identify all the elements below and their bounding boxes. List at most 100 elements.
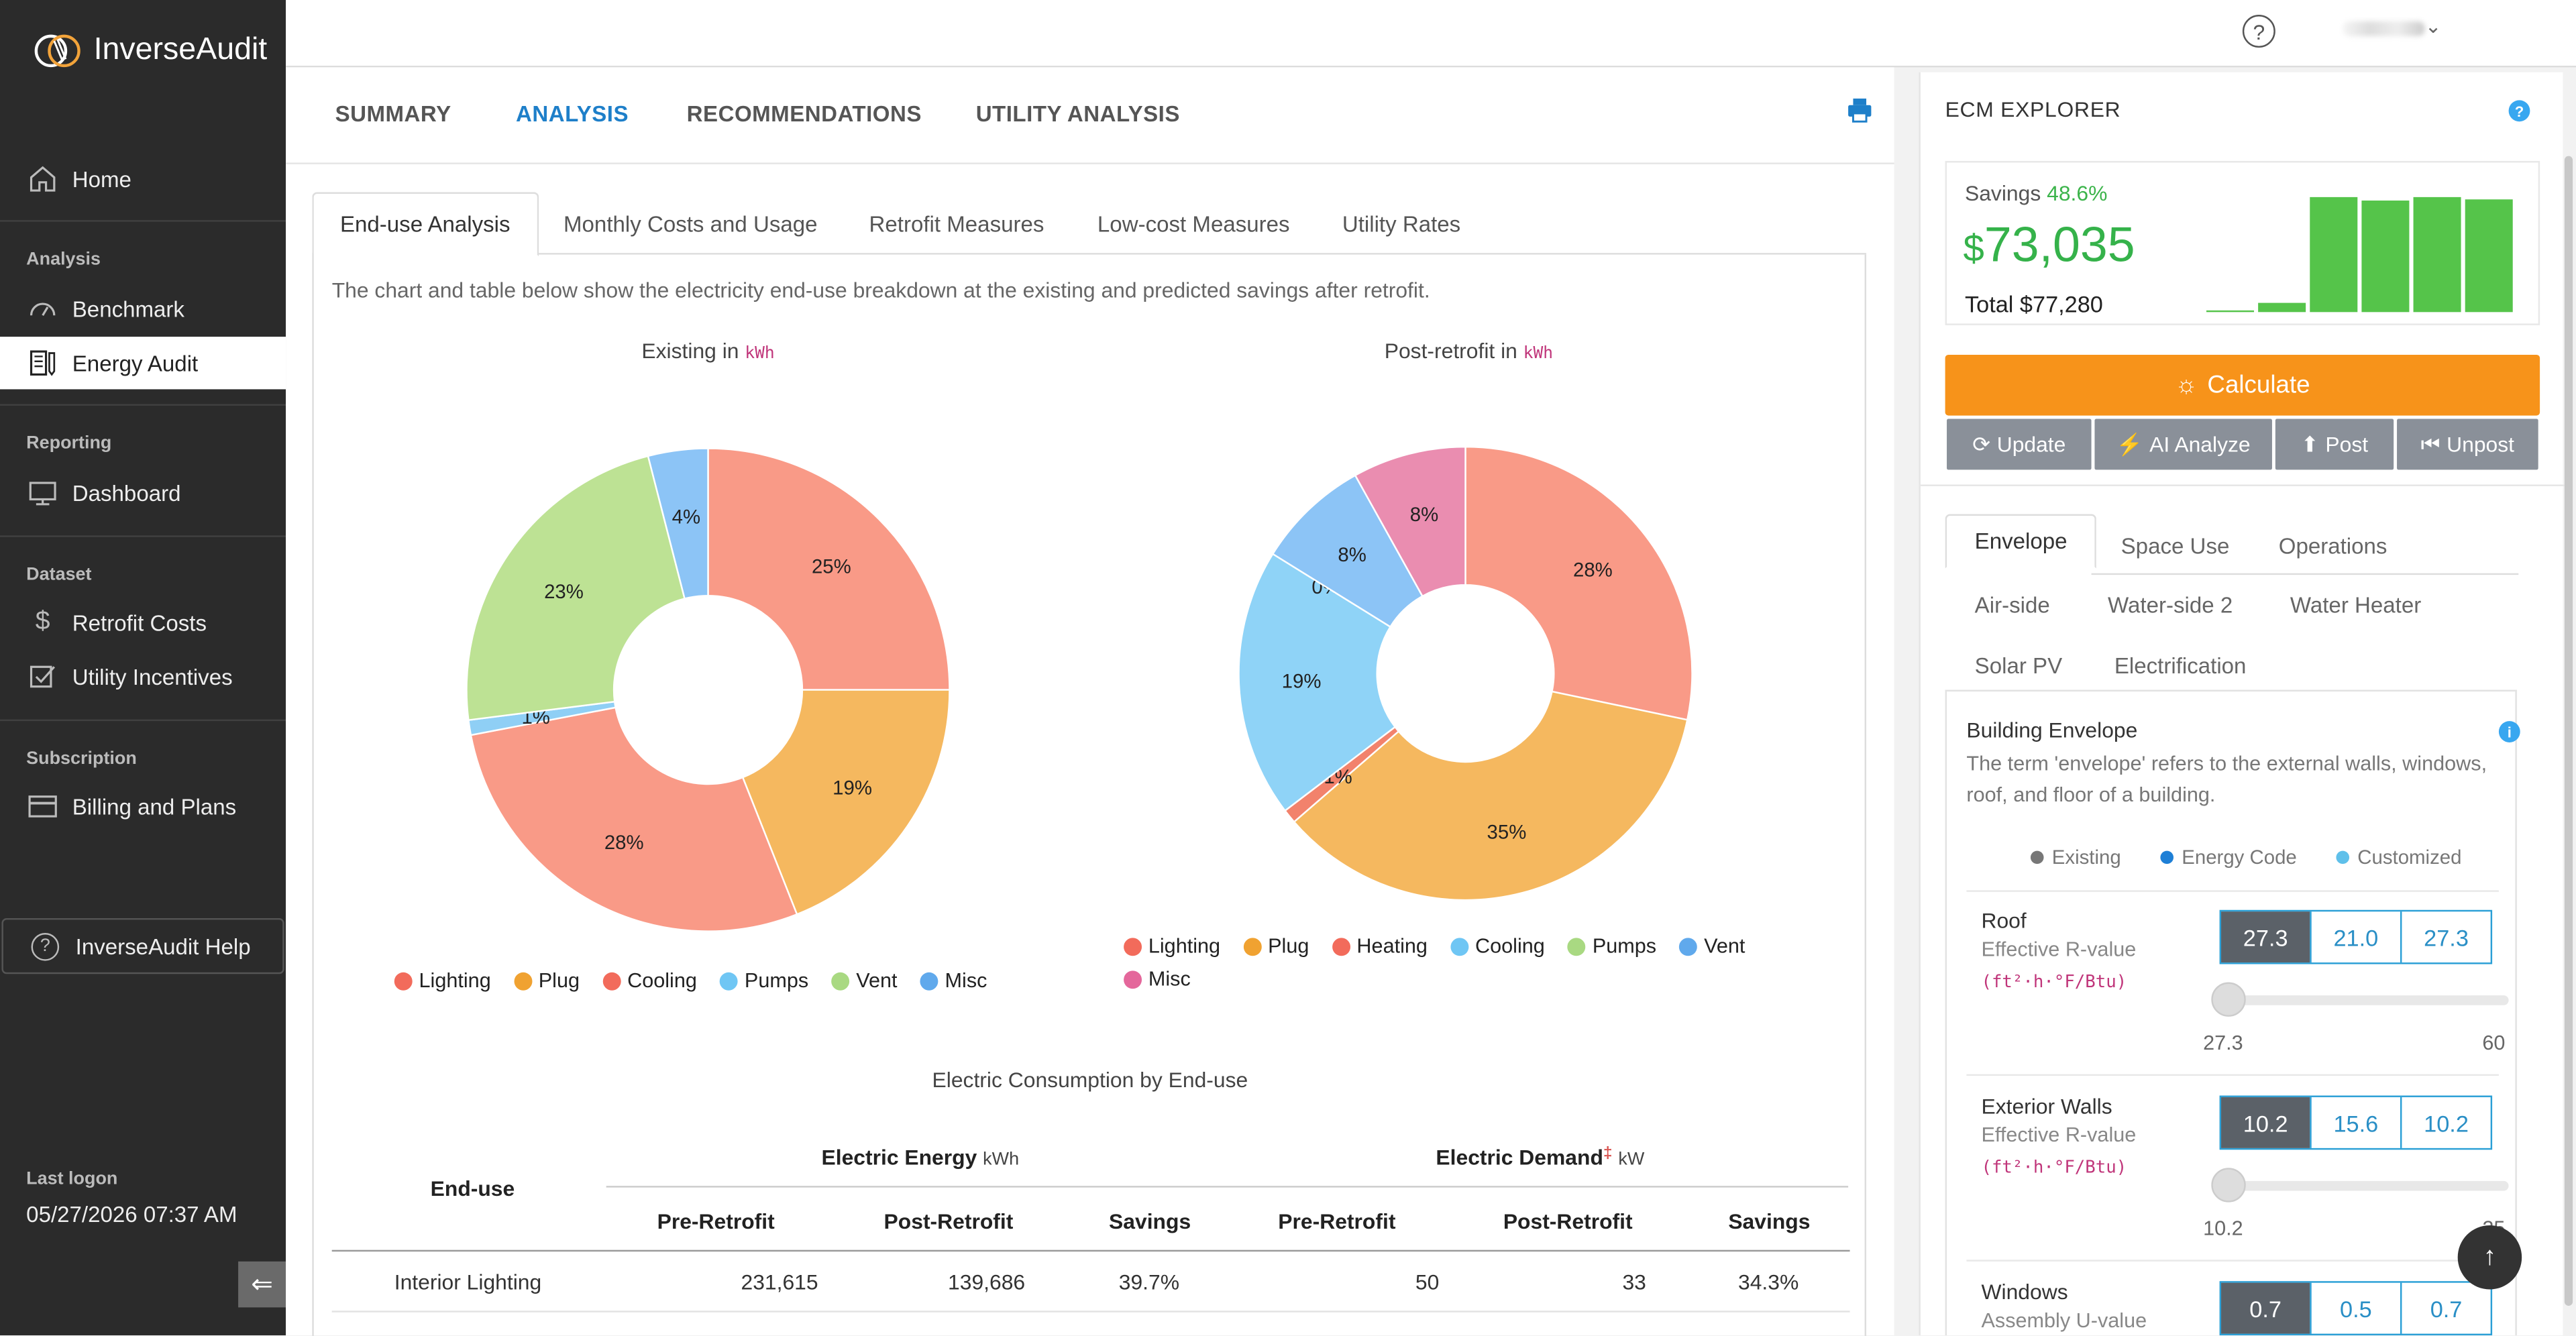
roof-slider-knob[interactable] <box>2211 982 2246 1017</box>
topbar: ? ⌄ <box>286 0 2576 68</box>
savings-label-text: Savings <box>1964 180 2041 206</box>
legend-item-plug[interactable]: Plug <box>514 969 580 992</box>
tab-analysis[interactable]: ANALYSIS <box>515 101 629 127</box>
print-icon[interactable] <box>1847 97 1873 131</box>
ecm-tab-water-side-2[interactable]: Water-side 2 <box>2108 593 2233 618</box>
pie-slice-vent[interactable] <box>1271 474 1424 628</box>
roof-value-selector[interactable]: 27.3 21.0 27.3 <box>2219 909 2493 964</box>
legend-label: Vent <box>1704 934 1746 958</box>
legend-item-cooling[interactable]: Cooling <box>602 969 697 992</box>
roof-customized-value[interactable]: 27.3 <box>2400 911 2491 963</box>
legend-dot <box>514 971 532 990</box>
exterior-walls-slider-knob[interactable] <box>2211 1168 2246 1203</box>
help-button[interactable]: ? InverseAudit Help <box>1 917 284 975</box>
nav-retrofit-costs[interactable]: $ Retrofit Costs <box>0 598 286 647</box>
pie-slice-plug[interactable] <box>741 689 951 915</box>
chart-title-existing: Existing in kWh <box>544 338 873 363</box>
legend-dot <box>1243 937 1262 956</box>
tab-recommendations[interactable]: RECOMMENDATIONS <box>686 101 922 127</box>
ecm-explorer-panel: ECM EXPLORER ? Savings 48.6% $73,035 Tot… <box>1919 72 2565 1336</box>
question-circle-icon[interactable]: ? <box>2242 15 2275 48</box>
windows-label: Windows <box>1981 1279 2068 1304</box>
nav-utility-incentives[interactable]: Utility Incentives <box>0 652 286 701</box>
subtab-end-use-analysis[interactable]: End-use Analysis <box>312 192 539 257</box>
legend-item-plug[interactable]: Plug <box>1243 934 1309 958</box>
ai-analyze-button[interactable]: ⚡ AI Analyze <box>2094 419 2272 470</box>
pie-data-label: 28% <box>1573 559 1613 581</box>
subtab-utility-rates[interactable]: Utility Rates <box>1342 211 1461 236</box>
user-name-blurred[interactable] <box>2343 21 2425 36</box>
walls-customized-value[interactable]: 10.2 <box>2400 1097 2491 1148</box>
subtab-retrofit-measures[interactable]: Retrofit Measures <box>869 211 1044 236</box>
update-button[interactable]: ⟳ Update <box>1947 419 2092 470</box>
subtab-monthly-costs[interactable]: Monthly Costs and Usage <box>564 211 818 236</box>
th-pre-retrofit-energy: Pre-Retrofit <box>657 1209 775 1234</box>
nav-dashboard[interactable]: Dashboard <box>0 468 286 517</box>
legend-dot <box>602 971 621 990</box>
roof-energy-code-value[interactable]: 21.0 <box>2310 911 2400 963</box>
pie-slice-plug[interactable] <box>1293 690 1688 901</box>
subtab-low-cost-measures[interactable]: Low-cost Measures <box>1097 211 1290 236</box>
pie-slice-cooling[interactable] <box>1238 553 1397 812</box>
pie-slice-misc[interactable] <box>647 447 709 600</box>
envelope-description: The term 'envelope' refers to the extern… <box>1966 752 2487 807</box>
ecm-tab-electrification[interactable]: Electrification <box>2114 653 2247 679</box>
ecm-tab-solar-pv[interactable]: Solar PV <box>1974 653 2063 679</box>
post-button[interactable]: ⬆ Post <box>2275 419 2394 470</box>
header-bottom-border <box>331 1249 1850 1252</box>
legend-item-vent[interactable]: Vent <box>831 969 898 992</box>
roof-existing-value[interactable]: 27.3 <box>2221 911 2310 963</box>
lightning-icon: ⚡ <box>2116 431 2143 456</box>
sidebar-divider <box>0 220 286 222</box>
info-icon[interactable]: i <box>2498 721 2520 742</box>
legend-item-pumps[interactable]: Pumps <box>1568 934 1656 958</box>
nav-energy-audit[interactable]: Energy Audit <box>0 337 286 390</box>
last-logon-value: 05/27/2026 07:37 AM <box>26 1202 237 1227</box>
collapse-sidebar-button[interactable]: ⇐ <box>238 1261 286 1308</box>
help-info-icon[interactable]: ? <box>2508 100 2530 122</box>
chevron-down-icon[interactable]: ⌄ <box>2424 15 2442 38</box>
legend-item-vent[interactable]: Vent <box>1679 934 1746 958</box>
nav-billing-and-plans[interactable]: Billing and Plans <box>0 782 286 831</box>
windows-existing-value[interactable]: 0.7 <box>2221 1282 2310 1334</box>
pie-slice-lighting[interactable] <box>707 447 951 691</box>
pie-slice-lighting[interactable] <box>1464 445 1693 721</box>
windows-customized-value[interactable]: 0.7 <box>2400 1282 2491 1334</box>
legend-item-lighting[interactable]: Lighting <box>394 969 491 992</box>
legend-item-heating[interactable]: Heating <box>1332 934 1428 958</box>
ecm-tab-envelope[interactable]: Envelope <box>1945 514 2097 569</box>
ecm-tab-space-use[interactable]: Space Use <box>2121 533 2230 559</box>
tab-summary[interactable]: SUMMARY <box>335 101 451 127</box>
app-logo[interactable]: InverseAudit <box>34 30 267 72</box>
ecm-tab-water-heater[interactable]: Water Heater <box>2290 593 2422 618</box>
exterior-walls-value-selector[interactable]: 10.2 15.6 10.2 <box>2219 1095 2493 1150</box>
ecm-tab-operations[interactable]: Operations <box>2278 533 2387 559</box>
roof-slider-max: 60 <box>2482 1031 2506 1055</box>
walls-energy-code-value[interactable]: 15.6 <box>2310 1097 2400 1148</box>
pie-slice-vent[interactable] <box>466 455 686 722</box>
windows-energy-code-value[interactable]: 0.5 <box>2310 1282 2400 1334</box>
legend-dot <box>1124 937 1142 956</box>
exterior-walls-slider[interactable] <box>2226 1180 2509 1191</box>
roof-slider[interactable] <box>2226 995 2509 1005</box>
panel-scrollbar[interactable] <box>2564 156 2573 1306</box>
windows-value-selector[interactable]: 0.7 0.5 0.7 <box>2219 1281 2493 1336</box>
legend-label: Pumps <box>744 968 809 993</box>
nav-home[interactable]: Home <box>0 154 286 203</box>
legend-item-misc[interactable]: Misc <box>920 969 987 992</box>
roof-unit: (ft²·h·°F/Btu) <box>1981 972 2127 993</box>
tab-utility-analysis[interactable]: UTILITY ANALYSIS <box>975 101 1180 127</box>
legend-item-cooling[interactable]: Cooling <box>1450 934 1545 958</box>
nav-benchmark[interactable]: Benchmark <box>0 284 286 333</box>
scroll-to-top-button[interactable]: ↑ <box>2457 1225 2522 1290</box>
legend-item-pumps[interactable]: Pumps <box>720 969 808 992</box>
pie-slice-misc[interactable] <box>1354 445 1466 598</box>
unpost-button[interactable]: ⏮ Unpost <box>2397 419 2538 470</box>
calculate-button[interactable]: ☼ Calculate <box>1945 354 2540 416</box>
pie-slice-cooling[interactable] <box>470 706 798 932</box>
walls-existing-value[interactable]: 10.2 <box>2221 1097 2310 1148</box>
legend-item-lighting[interactable]: Lighting <box>1124 934 1220 958</box>
legend-item-misc[interactable]: Misc <box>1124 967 1191 991</box>
legend-dot <box>2160 850 2174 865</box>
ecm-tab-air-side[interactable]: Air-side <box>1974 593 2050 618</box>
